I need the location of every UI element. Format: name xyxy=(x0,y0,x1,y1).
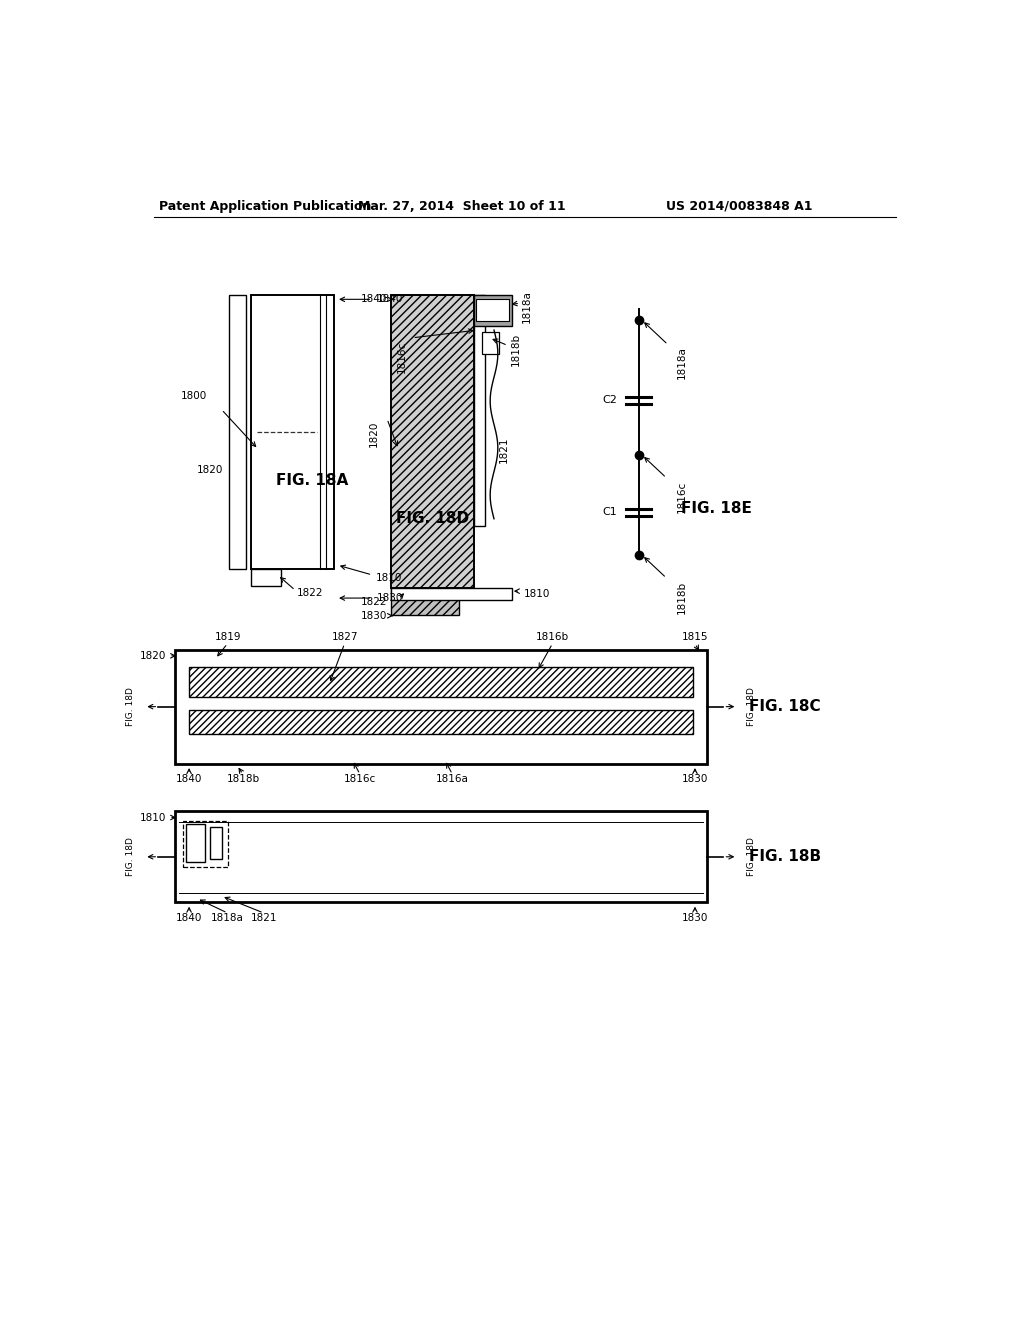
Text: FIG. 18D: FIG. 18D xyxy=(396,511,469,527)
Bar xyxy=(229,296,246,569)
Bar xyxy=(474,296,512,326)
Text: 1818b: 1818b xyxy=(226,774,259,784)
Bar xyxy=(189,710,692,734)
Text: Mar. 27, 2014  Sheet 10 of 11: Mar. 27, 2014 Sheet 10 of 11 xyxy=(357,199,565,213)
Bar xyxy=(175,649,707,763)
Text: 1840: 1840 xyxy=(176,912,203,923)
Text: 1816c: 1816c xyxy=(344,774,376,784)
Text: FIG. 18D: FIG. 18D xyxy=(746,688,756,726)
Text: 1820: 1820 xyxy=(197,465,223,475)
Text: 1810: 1810 xyxy=(524,589,551,599)
Text: 1820: 1820 xyxy=(139,651,166,661)
Text: 1827: 1827 xyxy=(332,632,357,643)
Bar xyxy=(251,569,282,586)
Text: 1816b: 1816b xyxy=(536,632,569,643)
Text: 1818a: 1818a xyxy=(211,912,244,923)
Bar xyxy=(391,589,512,601)
Text: 1820: 1820 xyxy=(370,421,379,447)
Text: 1819: 1819 xyxy=(214,632,241,643)
Text: 1822: 1822 xyxy=(360,597,387,607)
Text: 1810: 1810 xyxy=(376,573,402,583)
Bar xyxy=(186,824,205,862)
Bar xyxy=(183,821,227,867)
Bar xyxy=(474,296,484,527)
Text: 1830: 1830 xyxy=(377,593,403,603)
Text: C2: C2 xyxy=(602,395,617,405)
Text: 1816c: 1816c xyxy=(677,480,687,513)
Text: FIG. 18E: FIG. 18E xyxy=(681,502,752,516)
Text: 1822: 1822 xyxy=(297,589,324,598)
Text: 1830: 1830 xyxy=(682,774,709,784)
Text: 1830: 1830 xyxy=(682,912,709,923)
Text: FIG. 18D: FIG. 18D xyxy=(746,837,756,876)
Text: 1810: 1810 xyxy=(139,813,166,822)
Text: 1840: 1840 xyxy=(377,294,403,305)
Text: 1830: 1830 xyxy=(360,611,387,620)
Text: 1818a: 1818a xyxy=(677,346,687,379)
Text: FIG. 18C: FIG. 18C xyxy=(749,700,820,714)
Bar xyxy=(175,812,707,903)
Text: Patent Application Publication: Patent Application Publication xyxy=(159,199,372,213)
Text: 1818b: 1818b xyxy=(677,581,687,614)
Text: US 2014/0083848 A1: US 2014/0083848 A1 xyxy=(666,199,812,213)
Bar xyxy=(391,589,459,615)
Text: FIG. 18A: FIG. 18A xyxy=(276,473,348,488)
Text: FIG. 18B: FIG. 18B xyxy=(749,849,821,865)
Text: 1840: 1840 xyxy=(176,774,203,784)
Text: 1840: 1840 xyxy=(360,294,387,305)
Text: 1816c: 1816c xyxy=(397,341,407,374)
Bar xyxy=(475,300,509,321)
Text: 1821: 1821 xyxy=(251,912,278,923)
Bar xyxy=(251,296,334,569)
Text: 1821: 1821 xyxy=(499,436,509,463)
Text: 1800: 1800 xyxy=(181,391,208,400)
Text: FIG. 18D: FIG. 18D xyxy=(126,837,135,876)
Text: 1818b: 1818b xyxy=(511,333,521,366)
Text: C1: C1 xyxy=(602,507,617,517)
Text: 1816a: 1816a xyxy=(436,774,469,784)
Bar xyxy=(210,826,222,859)
Text: 1815: 1815 xyxy=(682,632,709,643)
Bar xyxy=(391,296,474,589)
Bar xyxy=(189,667,692,697)
Text: FIG. 18D: FIG. 18D xyxy=(126,688,135,726)
Text: 1818a: 1818a xyxy=(521,290,531,322)
Bar xyxy=(481,333,499,354)
